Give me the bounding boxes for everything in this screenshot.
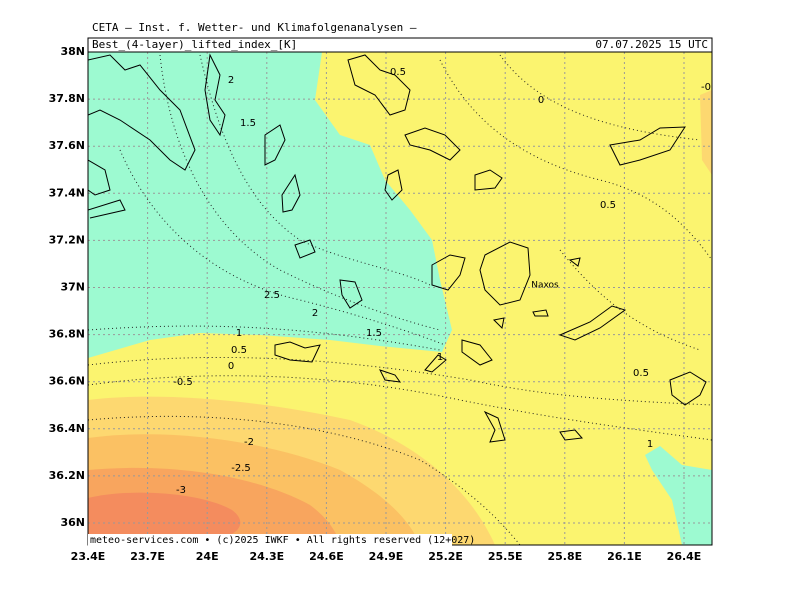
island — [609, 126, 686, 166]
island — [264, 124, 286, 166]
island — [483, 410, 506, 443]
island — [281, 173, 301, 213]
contour-label: 0.5 — [231, 345, 247, 356]
isoline — [88, 356, 712, 406]
lat-tick-label: 36.4N — [49, 422, 85, 435]
lon-tick-label: 26.4E — [667, 550, 702, 563]
island — [479, 241, 531, 306]
lon-tick-label: 24.3E — [249, 550, 284, 563]
lat-tick-label: 36.2N — [49, 469, 85, 482]
lon-tick-label: 24.6E — [309, 550, 344, 563]
contour-label: 1.5 — [366, 328, 382, 339]
isoline — [119, 149, 446, 346]
field-orange — [88, 492, 241, 540]
isoline — [439, 59, 712, 261]
lat-tick-label: 36.8N — [49, 328, 85, 341]
island — [274, 341, 321, 363]
contour-label: 0.5 — [633, 368, 649, 379]
lon-tick-label: 25.5E — [488, 550, 523, 563]
contour-label: -0 — [701, 82, 711, 93]
coastline — [88, 199, 126, 219]
lon-tick-label: 24E — [196, 550, 219, 563]
lon-tick-label: 26.1E — [607, 550, 642, 563]
footer-box — [88, 534, 452, 546]
field-orange — [700, 90, 712, 175]
map-area: 0.5 0 -0 2 1.5 0.5 2.5 2 1.5 1 0.5 0 -0.5 0.5 1 1 -2 -2.5… — [88, 52, 712, 545]
isoline — [159, 54, 441, 331]
contour-label: 2 — [228, 75, 234, 86]
isoline — [88, 375, 712, 441]
island — [347, 54, 411, 116]
contour-label: -2 — [244, 437, 254, 448]
valid-time: 07.07.2025 15 UTC — [595, 38, 708, 51]
coastline — [88, 54, 196, 171]
lon-tick-label: 23.7E — [130, 550, 165, 563]
contour-label: -3 — [176, 485, 186, 496]
lon-tick-label: 25.8E — [547, 550, 582, 563]
island — [404, 127, 461, 161]
field-title: Best_(4-layer)_lifted_index_[K] — [92, 38, 297, 51]
contour-label: -0.5 — [173, 377, 193, 388]
isoline — [559, 249, 701, 351]
lat-tick-label: 37N — [60, 281, 85, 294]
island — [492, 257, 581, 330]
contour-label: 0 — [228, 361, 234, 372]
isoline — [199, 54, 431, 286]
lon-tick-label: 24.9E — [369, 550, 404, 563]
contour-label: 2 — [312, 308, 318, 319]
lat-tick-label: 37.4N — [49, 186, 85, 199]
island — [431, 254, 466, 291]
contour-label: -2.5 — [231, 463, 251, 474]
lat-tick-label: 36N — [60, 516, 85, 529]
contour-label: 1 — [437, 352, 443, 363]
island — [559, 429, 584, 441]
contour-label: 0 — [538, 95, 544, 106]
footer: meteo-services.com • (c)2025 IWKF • All … — [90, 535, 475, 546]
island — [384, 169, 403, 201]
contour-label: 1 — [647, 439, 653, 450]
place-label: Naxos — [531, 281, 559, 291]
contour-label: 0.5 — [600, 200, 616, 211]
contour-label: 0.5 — [390, 67, 406, 78]
island — [294, 239, 316, 259]
island — [558, 305, 627, 341]
lon-tick-label: 25.2E — [428, 550, 463, 563]
island — [204, 53, 226, 137]
island — [339, 279, 363, 309]
lat-tick-label: 37.6N — [49, 139, 85, 152]
lat-tick-label: 36.6N — [49, 375, 85, 388]
contour-label: 1 — [236, 328, 242, 339]
coastline — [88, 159, 111, 196]
contour-label: 1.5 — [240, 118, 256, 129]
field-cyan — [645, 446, 712, 545]
island — [669, 371, 707, 406]
lat-tick-label: 38N — [60, 45, 85, 58]
island — [461, 339, 493, 366]
contour-label: 2.5 — [264, 290, 280, 301]
institute-title: CETA — Inst. f. Wetter- und Klimafolgena… — [92, 21, 417, 34]
lat-tick-label: 37.8N — [49, 92, 85, 105]
island — [424, 354, 447, 373]
island — [474, 169, 503, 191]
field-cyan — [88, 52, 452, 358]
lon-tick-label: 23.4E — [71, 550, 106, 563]
lat-tick-label: 37.2N — [49, 233, 85, 246]
island — [379, 369, 402, 383]
